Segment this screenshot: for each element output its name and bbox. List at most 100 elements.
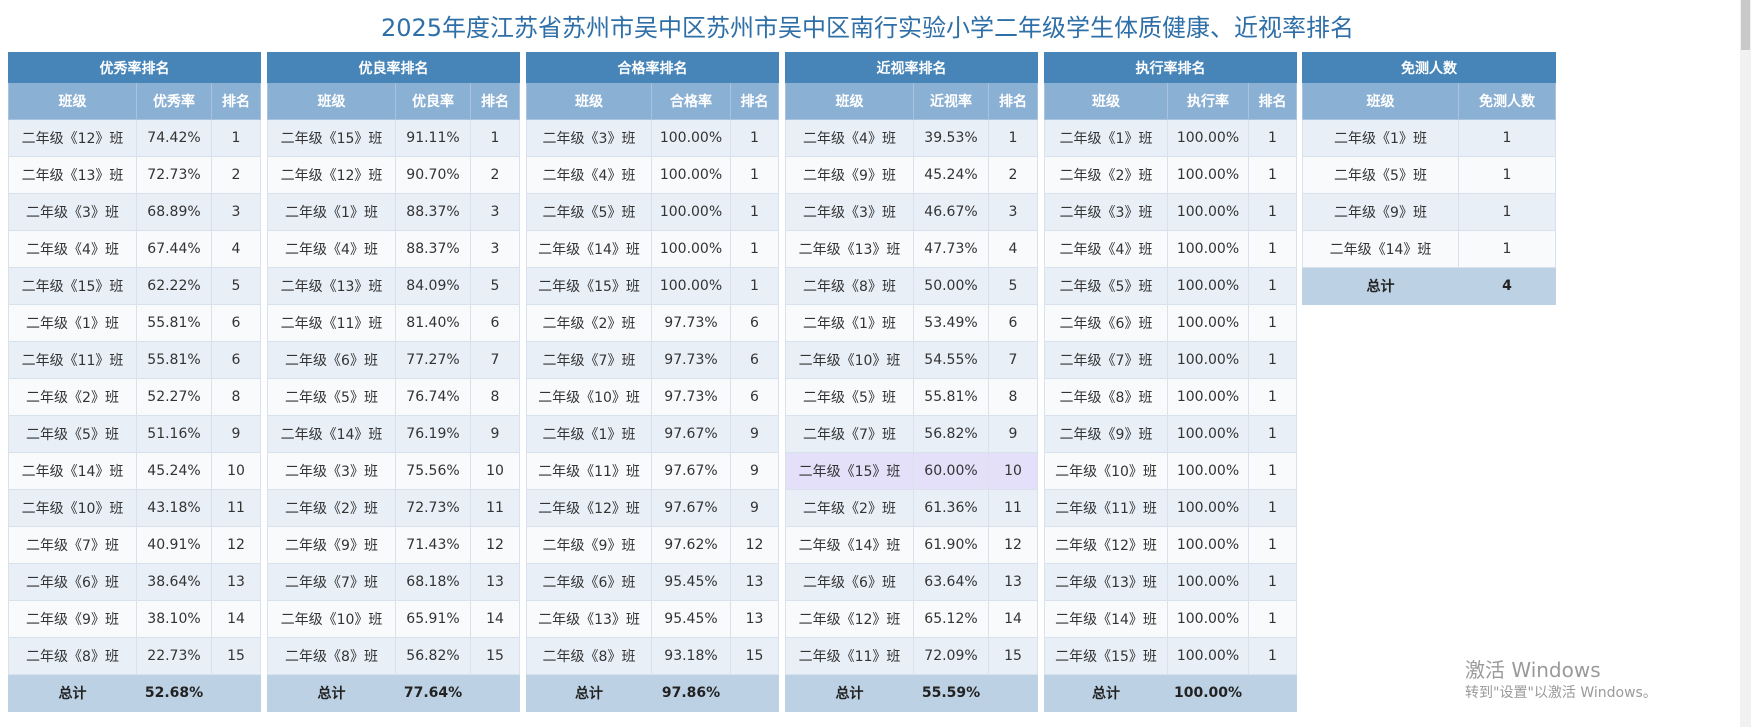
table-cell: 二年级《5》班: [267, 378, 396, 416]
table-cell: 10: [470, 452, 520, 490]
table-cell: 6: [988, 304, 1038, 342]
total-cell: [730, 674, 779, 712]
table-cell: 55.81%: [136, 341, 212, 379]
table-cell: 二年级《11》班: [1044, 489, 1168, 527]
table-row: 二年级《5》班 76.74% 8: [267, 378, 520, 416]
table-cell: 9: [730, 489, 779, 527]
table-title: 近视率排名: [785, 52, 1038, 83]
table-cell: 6: [730, 341, 779, 379]
table-cell: 100.00%: [1167, 156, 1249, 194]
table-row: 二年级《15》班 100.00% 1: [526, 267, 779, 305]
table-cell: 二年级《13》班: [8, 156, 137, 194]
execution-rate-table: 执行率排名 班级 执行率 排名 二年级《1》班 100.00% 1 二年级《2》班 100.00…: [1044, 52, 1297, 712]
column-header: 班级: [526, 82, 652, 120]
table-cell: 二年级《14》班: [267, 415, 396, 453]
table-row: 二年级《15》班 60.00% 10: [785, 452, 1038, 490]
table-cell: 二年级《6》班: [1044, 304, 1168, 342]
table-cell: 1: [1248, 304, 1297, 342]
column-header: 近视率: [913, 82, 989, 120]
table-cell: 13: [988, 563, 1038, 601]
table-row: 二年级《3》班 46.67% 3: [785, 193, 1038, 231]
table-cell: 53.49%: [913, 304, 989, 342]
total-cell: 总计: [1302, 267, 1459, 305]
table-cell: 二年级《5》班: [1044, 267, 1168, 305]
table-cell: 二年级《1》班: [1044, 119, 1168, 157]
table-cell: 100.00%: [651, 230, 731, 268]
table-cell: 二年级《12》班: [785, 600, 914, 638]
table-cell: 100.00%: [1167, 230, 1249, 268]
table-cell: 6: [730, 304, 779, 342]
table-cell: 97.73%: [651, 378, 731, 416]
table-cell: 91.11%: [395, 119, 471, 157]
table-cell: 12: [470, 526, 520, 564]
total-cell: 77.64%: [395, 674, 471, 712]
table-cell: 100.00%: [1167, 489, 1249, 527]
total-row: 总计 52.68%: [8, 674, 261, 712]
table-cell: 100.00%: [1167, 193, 1249, 231]
table-cell: 6: [470, 304, 520, 342]
table-cell: 11: [470, 489, 520, 527]
table-row: 二年级《8》班 22.73% 15: [8, 637, 261, 675]
table-row: 二年级《1》班 55.81% 6: [8, 304, 261, 342]
table-row: 二年级《9》班 45.24% 2: [785, 156, 1038, 194]
table-cell: 二年级《15》班: [267, 119, 396, 157]
table-cell: 12: [211, 526, 261, 564]
table-row: 二年级《2》班 52.27% 8: [8, 378, 261, 416]
table-row: 二年级《14》班 45.24% 10: [8, 452, 261, 490]
table-cell: 二年级《5》班: [526, 193, 652, 231]
table-cell: 二年级《11》班: [785, 637, 914, 675]
table-cell: 二年级《15》班: [785, 452, 914, 490]
table-cell: 100.00%: [1167, 378, 1249, 416]
table-cell: 1: [730, 119, 779, 157]
table-cell: 74.42%: [136, 119, 212, 157]
table-cell: 1: [730, 230, 779, 268]
table-cell: 二年级《7》班: [267, 563, 396, 601]
table-cell: 9: [211, 415, 261, 453]
table-cell: 2: [988, 156, 1038, 194]
table-cell: 100.00%: [651, 156, 731, 194]
table-cell: 二年级《1》班: [267, 193, 396, 231]
table-cell: 1: [1248, 267, 1297, 305]
table-cell: 二年级《5》班: [785, 378, 914, 416]
scrollbar-thumb[interactable]: [1741, 0, 1750, 50]
table-row: 二年级《11》班 55.81% 6: [8, 341, 261, 379]
table-cell: 22.73%: [136, 637, 212, 675]
table-cell: 9: [988, 415, 1038, 453]
table-row: 二年级《9》班 71.43% 12: [267, 526, 520, 564]
vertical-scrollbar[interactable]: [1740, 0, 1751, 727]
table-cell: 1: [1248, 119, 1297, 157]
table-cell: 1: [730, 156, 779, 194]
column-header: 班级: [785, 82, 914, 120]
column-header: 执行率: [1167, 82, 1249, 120]
table-row: 二年级《4》班 67.44% 4: [8, 230, 261, 268]
table-cell: 二年级《14》班: [1302, 230, 1459, 268]
table-cell: 二年级《3》班: [526, 119, 652, 157]
table-cell: 二年级《9》班: [1044, 415, 1168, 453]
column-header: 优良率: [395, 82, 471, 120]
table-cell: 1: [1248, 193, 1297, 231]
table-row: 二年级《3》班 100.00% 1: [1044, 193, 1297, 231]
total-cell: 总计: [8, 674, 137, 712]
table-cell: 97.73%: [651, 304, 731, 342]
table-cell: 二年级《4》班: [785, 119, 914, 157]
total-cell: [1248, 674, 1297, 712]
table-cell: 二年级《6》班: [785, 563, 914, 601]
table-row: 二年级《9》班 97.62% 12: [526, 526, 779, 564]
table-cell: 4: [211, 230, 261, 268]
total-cell: [211, 674, 261, 712]
table-cell: 72.73%: [395, 489, 471, 527]
table-row: 二年级《14》班 100.00% 1: [526, 230, 779, 268]
table-cell: 二年级《13》班: [267, 267, 396, 305]
table-row: 二年级《7》班 100.00% 1: [1044, 341, 1297, 379]
table-cell: 8: [470, 378, 520, 416]
table-cell: 二年级《4》班: [267, 230, 396, 268]
table-cell: 二年级《8》班: [8, 637, 137, 675]
table-cell: 二年级《13》班: [526, 600, 652, 638]
table-row: 二年级《8》班 56.82% 15: [267, 637, 520, 675]
table-row: 二年级《13》班 100.00% 1: [1044, 563, 1297, 601]
total-cell: 总计: [785, 674, 914, 712]
table-cell: 1: [1458, 230, 1556, 268]
table-cell: 56.82%: [395, 637, 471, 675]
table-row: 二年级《7》班 97.73% 6: [526, 341, 779, 379]
table-cell: 二年级《11》班: [267, 304, 396, 342]
